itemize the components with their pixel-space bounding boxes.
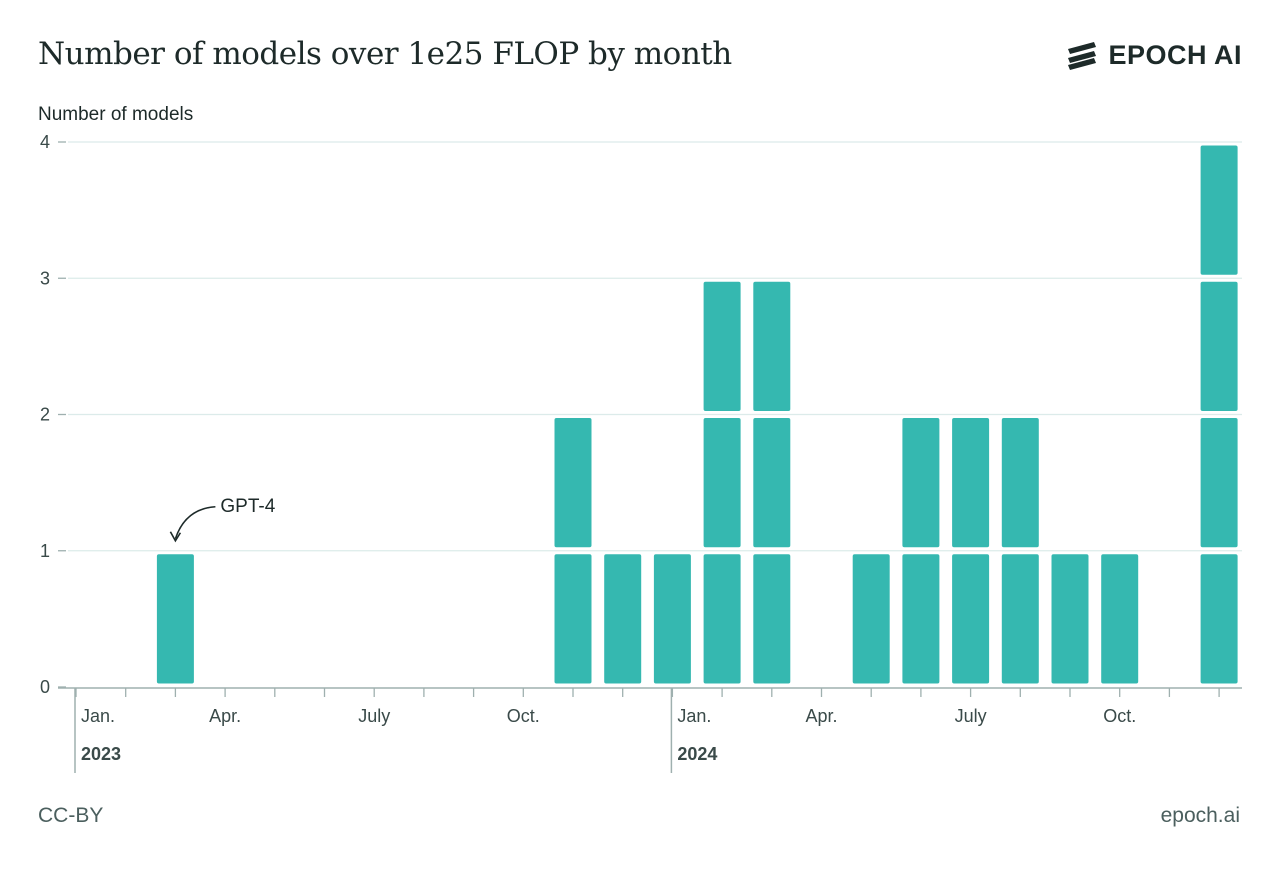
- bar: [852, 554, 890, 684]
- bar: [1101, 554, 1139, 684]
- bar: [156, 554, 194, 684]
- bar: [753, 418, 791, 548]
- bar: [952, 418, 990, 548]
- x-tick-label: Apr.: [805, 706, 837, 726]
- bar: [554, 418, 592, 548]
- bar: [753, 281, 791, 411]
- bar: [1200, 554, 1238, 684]
- bar: [902, 554, 940, 684]
- bar: [1051, 554, 1089, 684]
- brand-name: EPOCH AI: [1108, 40, 1242, 70]
- bar: [1200, 418, 1238, 548]
- annotation-label: GPT-4: [220, 496, 275, 517]
- bar: [703, 554, 741, 684]
- x-tick-label: July: [358, 706, 390, 726]
- bar: [1001, 554, 1039, 684]
- bar: [1200, 281, 1238, 411]
- year-label: 2024: [677, 744, 717, 764]
- y-tick-label: 3: [40, 268, 50, 288]
- x-tick-label: Oct.: [507, 706, 540, 726]
- brand-logo: EPOCH AI: [1066, 40, 1242, 71]
- y-axis-label: Number of models: [38, 104, 194, 125]
- x-tick-label: July: [955, 706, 987, 726]
- bar: [952, 554, 990, 684]
- x-tick-label: Jan.: [81, 706, 115, 726]
- bar: [902, 418, 940, 548]
- epoch-logo-icon: [1068, 41, 1097, 70]
- annotation-arrowhead: [169, 531, 182, 543]
- license-label: CC-BY: [38, 804, 104, 827]
- bar: [753, 554, 791, 684]
- bar: [1200, 145, 1238, 275]
- bar: [1001, 418, 1039, 548]
- annotation-arrow: [174, 505, 216, 540]
- bar: [703, 281, 741, 411]
- site-label: epoch.ai: [1160, 804, 1240, 827]
- year-label: 2023: [81, 744, 121, 764]
- bar: [554, 554, 592, 684]
- bar: [653, 554, 691, 684]
- y-tick-label: 2: [40, 405, 50, 425]
- y-tick-label: 0: [40, 677, 50, 697]
- chart-title: Number of models over 1e25 FLOP by month: [38, 36, 732, 72]
- x-tick-label: Apr.: [209, 706, 241, 726]
- x-tick-label: Oct.: [1103, 706, 1136, 726]
- x-tick-label: Jan.: [677, 706, 711, 726]
- bar: [604, 554, 642, 684]
- y-tick-label: 4: [40, 132, 50, 152]
- bar: [703, 418, 741, 548]
- y-tick-label: 1: [40, 541, 50, 561]
